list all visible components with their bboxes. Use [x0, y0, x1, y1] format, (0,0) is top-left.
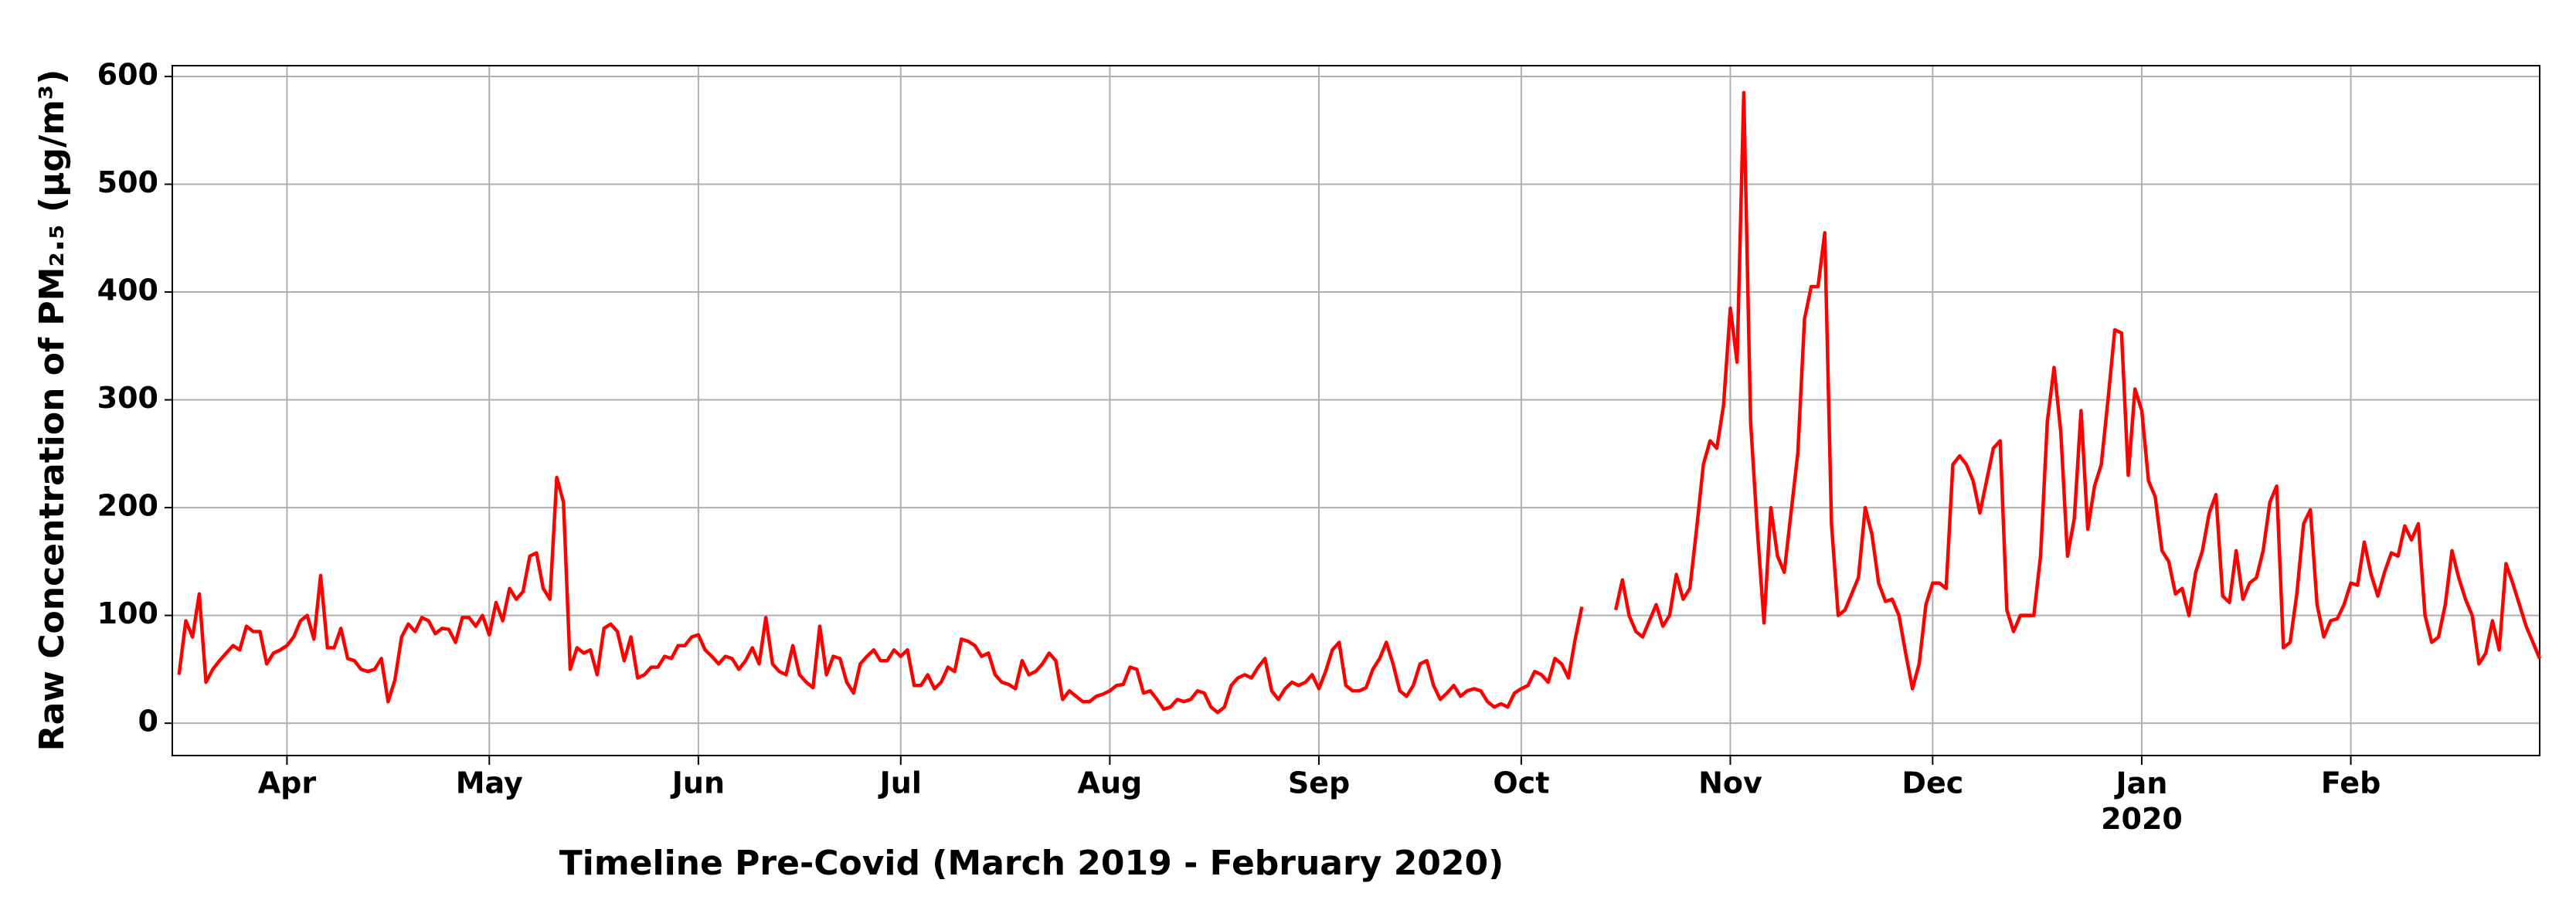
- y-tick-label: 600: [97, 57, 158, 91]
- y-tick-label: 300: [97, 381, 158, 415]
- y-tick-label: 200: [97, 489, 158, 523]
- x-tick-label: May: [456, 766, 523, 800]
- data-line: [177, 90, 2542, 715]
- x-tick-label: Jan 2020: [2101, 766, 2183, 836]
- y-tick-label: 400: [97, 273, 158, 307]
- y-axis-title: Raw Concentration of PM₂.₅ (μg/m³): [32, 70, 72, 752]
- x-tick-label: Jun: [670, 766, 725, 800]
- x-tick-label: Jul: [878, 766, 922, 800]
- x-axis-title: Timeline Pre-Covid (March 2019 - Februar…: [559, 844, 1504, 883]
- y-tick-label: 100: [97, 596, 158, 630]
- y-tick-label: 0: [138, 705, 158, 739]
- x-tick-label: Apr: [258, 766, 317, 800]
- y-tick-label: 500: [97, 165, 158, 199]
- x-tick-label: Dec: [1901, 766, 1963, 800]
- x-tick-label: Nov: [1698, 766, 1762, 800]
- x-tick-label: Oct: [1493, 766, 1549, 800]
- x-tick-label: Sep: [1288, 766, 1350, 800]
- plot-frame: [172, 65, 2540, 756]
- x-tick-label: Aug: [1078, 766, 1143, 800]
- x-tick-label: Feb: [2321, 766, 2381, 800]
